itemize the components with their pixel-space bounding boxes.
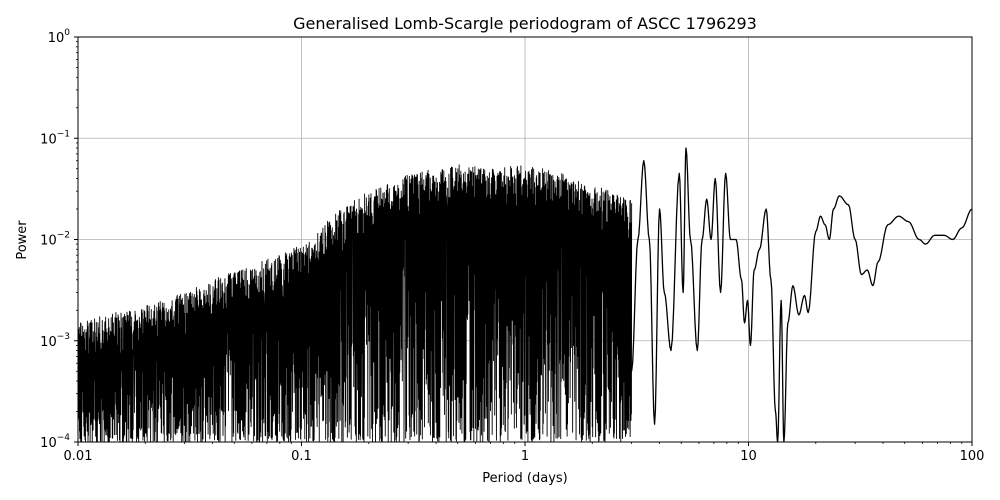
tick-marks (74, 36, 973, 446)
x-tick-label: 1 (521, 449, 529, 464)
chart-title: Generalised Lomb-Scargle periodogram of … (293, 14, 757, 33)
x-tick-label: 10 (740, 449, 757, 464)
periodogram-line-long-period (630, 147, 972, 442)
tick-labels: 0.01 0.1 1 10 100 10−4 10−3 10−2 10−1 100 (40, 28, 984, 464)
y-tick-label: 100 (48, 28, 71, 46)
x-tick-label: 100 (960, 449, 985, 464)
y-axis-label: Power (15, 220, 30, 260)
x-tick-label: 0.1 (291, 449, 312, 464)
y-tick-label: 10−2 (40, 231, 70, 249)
x-axis-label: Period (days) (482, 471, 568, 486)
data-layer (78, 147, 972, 442)
periodogram-line-short-period (78, 164, 633, 442)
y-tick-label: 10−3 (40, 332, 70, 350)
y-tick-label: 10−1 (40, 129, 70, 147)
x-tick-label: 0.01 (64, 449, 93, 464)
y-tick-label: 10−4 (40, 433, 70, 451)
